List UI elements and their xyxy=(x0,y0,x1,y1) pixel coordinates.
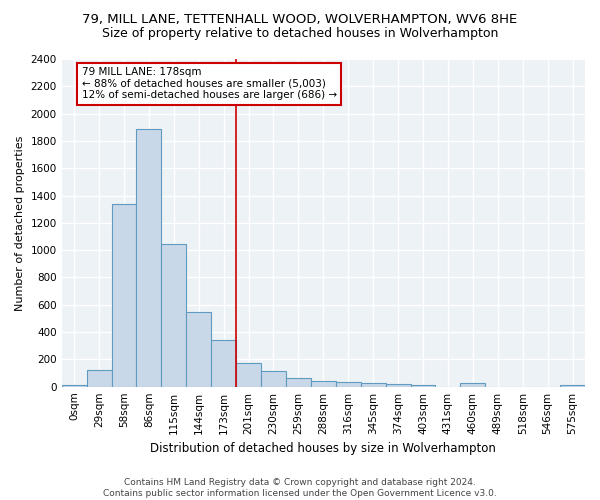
Bar xyxy=(186,312,211,386)
Text: Size of property relative to detached houses in Wolverhampton: Size of property relative to detached ho… xyxy=(102,28,498,40)
Bar xyxy=(86,370,112,386)
Bar xyxy=(286,378,311,386)
Bar xyxy=(211,340,236,386)
Bar xyxy=(336,382,361,386)
Bar xyxy=(161,244,186,386)
Bar xyxy=(410,384,436,386)
Text: 79, MILL LANE, TETTENHALL WOOD, WOLVERHAMPTON, WV6 8HE: 79, MILL LANE, TETTENHALL WOOD, WOLVERHA… xyxy=(82,12,518,26)
Y-axis label: Number of detached properties: Number of detached properties xyxy=(15,135,25,310)
Bar xyxy=(136,128,161,386)
Bar xyxy=(236,364,261,386)
Bar xyxy=(560,384,585,386)
Bar xyxy=(386,384,410,386)
Text: Contains HM Land Registry data © Crown copyright and database right 2024.
Contai: Contains HM Land Registry data © Crown c… xyxy=(103,478,497,498)
Text: 79 MILL LANE: 178sqm
← 88% of detached houses are smaller (5,003)
12% of semi-de: 79 MILL LANE: 178sqm ← 88% of detached h… xyxy=(82,67,337,100)
Bar xyxy=(62,384,86,386)
Bar xyxy=(311,380,336,386)
Bar xyxy=(361,383,386,386)
X-axis label: Distribution of detached houses by size in Wolverhampton: Distribution of detached houses by size … xyxy=(151,442,496,455)
Bar xyxy=(112,204,136,386)
Bar xyxy=(460,384,485,386)
Bar xyxy=(261,371,286,386)
